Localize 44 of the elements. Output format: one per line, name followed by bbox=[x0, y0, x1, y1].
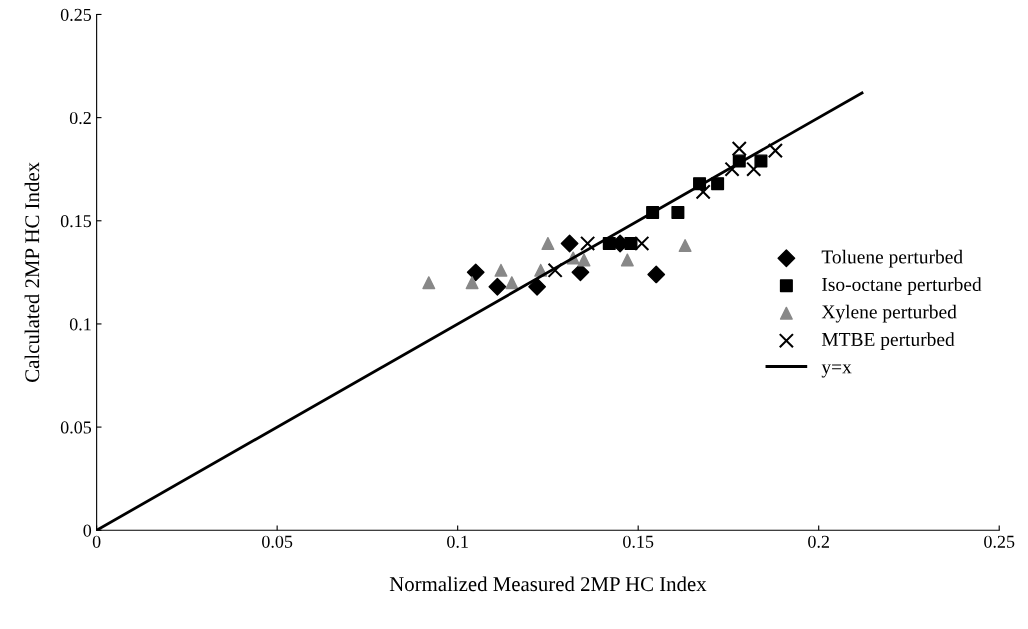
legend-label: Xylene perturbed bbox=[821, 304, 957, 323]
point bbox=[422, 276, 436, 290]
y-tick-label: 0.2 bbox=[69, 111, 91, 125]
y-tick-label: 0.1 bbox=[69, 318, 91, 331]
point bbox=[494, 263, 508, 277]
point bbox=[634, 235, 650, 252]
x-tick-label: 0.05 bbox=[262, 535, 293, 548]
y-tick-label: 0 bbox=[83, 524, 92, 537]
point bbox=[488, 277, 507, 296]
point bbox=[505, 276, 519, 290]
x-tick-label: 0.25 bbox=[984, 535, 1015, 548]
point bbox=[528, 277, 547, 296]
point bbox=[647, 265, 666, 284]
x-tick-label: 0.1 bbox=[447, 535, 468, 548]
y-axis-title: Calculated 2MP HC Index bbox=[24, 162, 40, 382]
point bbox=[671, 206, 685, 220]
point bbox=[541, 236, 555, 250]
point bbox=[724, 161, 740, 177]
x-tick-label: 0.15 bbox=[623, 535, 654, 548]
point bbox=[731, 140, 747, 157]
x-tick-label: 0 bbox=[92, 535, 101, 548]
point bbox=[754, 154, 768, 168]
point bbox=[571, 263, 590, 282]
point bbox=[466, 263, 485, 282]
x-axis-title: Normalized Measured 2MP HC Index bbox=[389, 576, 707, 592]
point bbox=[711, 177, 725, 191]
x-tick-label: 0.2 bbox=[808, 535, 829, 548]
legend-label: y=x bbox=[821, 364, 852, 378]
y-tick-label: 0.15 bbox=[60, 215, 92, 228]
point bbox=[580, 235, 596, 252]
legend-label: MTBE perturbed bbox=[821, 332, 955, 350]
point bbox=[465, 276, 479, 290]
legend-label: Iso-octane perturbed bbox=[822, 277, 982, 295]
point bbox=[695, 184, 711, 200]
y-tick-label: 0.25 bbox=[60, 8, 92, 21]
point bbox=[620, 253, 634, 267]
legend-label: Toluene perturbed bbox=[821, 249, 963, 268]
y-tick-label: 0.05 bbox=[60, 421, 92, 434]
point bbox=[547, 262, 563, 278]
point bbox=[767, 143, 783, 159]
point bbox=[678, 239, 692, 253]
point bbox=[746, 161, 762, 177]
point bbox=[560, 234, 579, 253]
point bbox=[624, 236, 638, 250]
